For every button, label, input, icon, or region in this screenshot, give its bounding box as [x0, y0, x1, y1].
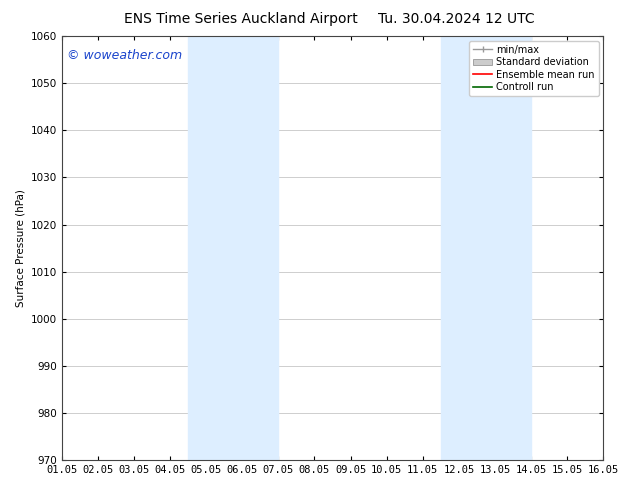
- Legend: min/max, Standard deviation, Ensemble mean run, Controll run: min/max, Standard deviation, Ensemble me…: [469, 41, 598, 96]
- Bar: [441, 36, 531, 460]
- Bar: [188, 36, 278, 460]
- Text: ENS Time Series Auckland Airport: ENS Time Series Auckland Airport: [124, 12, 358, 26]
- Y-axis label: Surface Pressure (hPa): Surface Pressure (hPa): [15, 189, 25, 307]
- Text: Tu. 30.04.2024 12 UTC: Tu. 30.04.2024 12 UTC: [378, 12, 535, 26]
- Text: © woweather.com: © woweather.com: [67, 49, 182, 62]
